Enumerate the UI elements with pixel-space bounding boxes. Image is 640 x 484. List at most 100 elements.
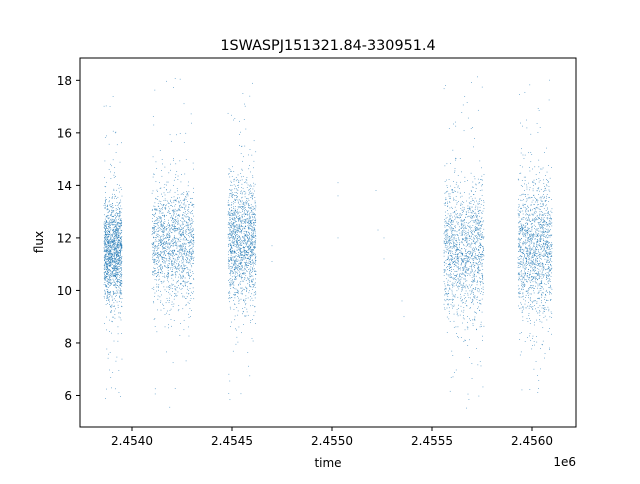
data-point [251,195,253,197]
data-point [482,262,483,264]
data-point [237,241,238,243]
data-point [455,191,456,192]
data-point [252,195,254,196]
data-point [185,230,186,232]
data-point [235,328,236,330]
data-point [117,326,119,328]
data-point [465,227,466,229]
data-point [188,271,189,273]
data-point [481,275,483,277]
data-point [185,298,187,299]
data-point [446,273,447,275]
data-point [254,268,255,270]
data-point [165,238,167,239]
data-point [191,233,192,235]
data-point [240,268,242,270]
data-point [164,314,166,315]
data-point [106,220,107,221]
data-point [120,222,122,224]
data-point [187,242,189,243]
data-point [173,237,175,239]
data-point [107,236,108,238]
data-point [240,212,242,213]
data-point [163,280,165,282]
data-point [176,229,178,231]
data-point [462,311,464,313]
data-point [103,251,105,252]
data-point [121,236,123,237]
data-point [228,173,229,175]
data-point [253,193,254,195]
data-point [105,230,107,232]
data-point [188,204,190,206]
data-point [116,245,118,247]
data-point [163,242,165,244]
data-point [160,300,162,302]
data-point [461,209,463,211]
data-point [466,240,468,242]
data-point [110,284,112,285]
data-point [245,128,247,130]
data-point [159,182,160,184]
data-point [229,268,231,270]
data-point [154,89,156,91]
data-point [111,254,113,256]
data-point [252,252,254,254]
data-point [248,238,249,240]
data-point [184,268,186,269]
data-point [452,258,453,260]
data-point [118,229,120,231]
data-point [164,253,165,255]
data-point [154,279,156,280]
data-point [162,303,163,305]
data-point [154,393,156,395]
data-point [118,260,120,261]
data-point [179,256,181,257]
data-point [118,274,119,275]
data-point [153,124,155,126]
data-point [168,286,170,288]
data-point [114,266,116,267]
data-point [170,274,172,276]
data-point [162,215,163,216]
data-point [120,262,122,264]
data-point [244,221,245,222]
data-point [161,243,163,244]
data-point [444,250,446,252]
data-point [187,185,189,187]
data-point [119,214,121,216]
data-point [182,239,184,241]
data-point [164,250,166,252]
data-point [109,319,110,321]
data-point [247,252,249,253]
data-point [157,219,158,221]
data-point [446,241,448,242]
data-point [113,232,115,234]
data-point [111,218,113,220]
data-point [472,253,473,255]
data-point [465,301,467,302]
data-point [235,180,237,182]
data-point [117,223,118,225]
data-point [470,235,472,237]
data-point [461,264,462,266]
data-point [250,286,251,287]
data-point [480,324,482,326]
data-point [103,214,105,216]
data-point [106,278,108,279]
data-point [479,209,481,211]
data-point [241,146,242,147]
data-point [115,274,117,276]
data-point [114,219,116,221]
data-point [121,247,122,249]
data-point [112,321,113,323]
data-point [188,272,189,274]
data-point [104,259,106,261]
data-point [120,187,122,188]
data-point [232,350,234,352]
data-point [169,225,171,227]
data-point [169,235,171,237]
data-point [105,254,106,256]
data-point [187,225,189,226]
data-point [168,234,169,236]
